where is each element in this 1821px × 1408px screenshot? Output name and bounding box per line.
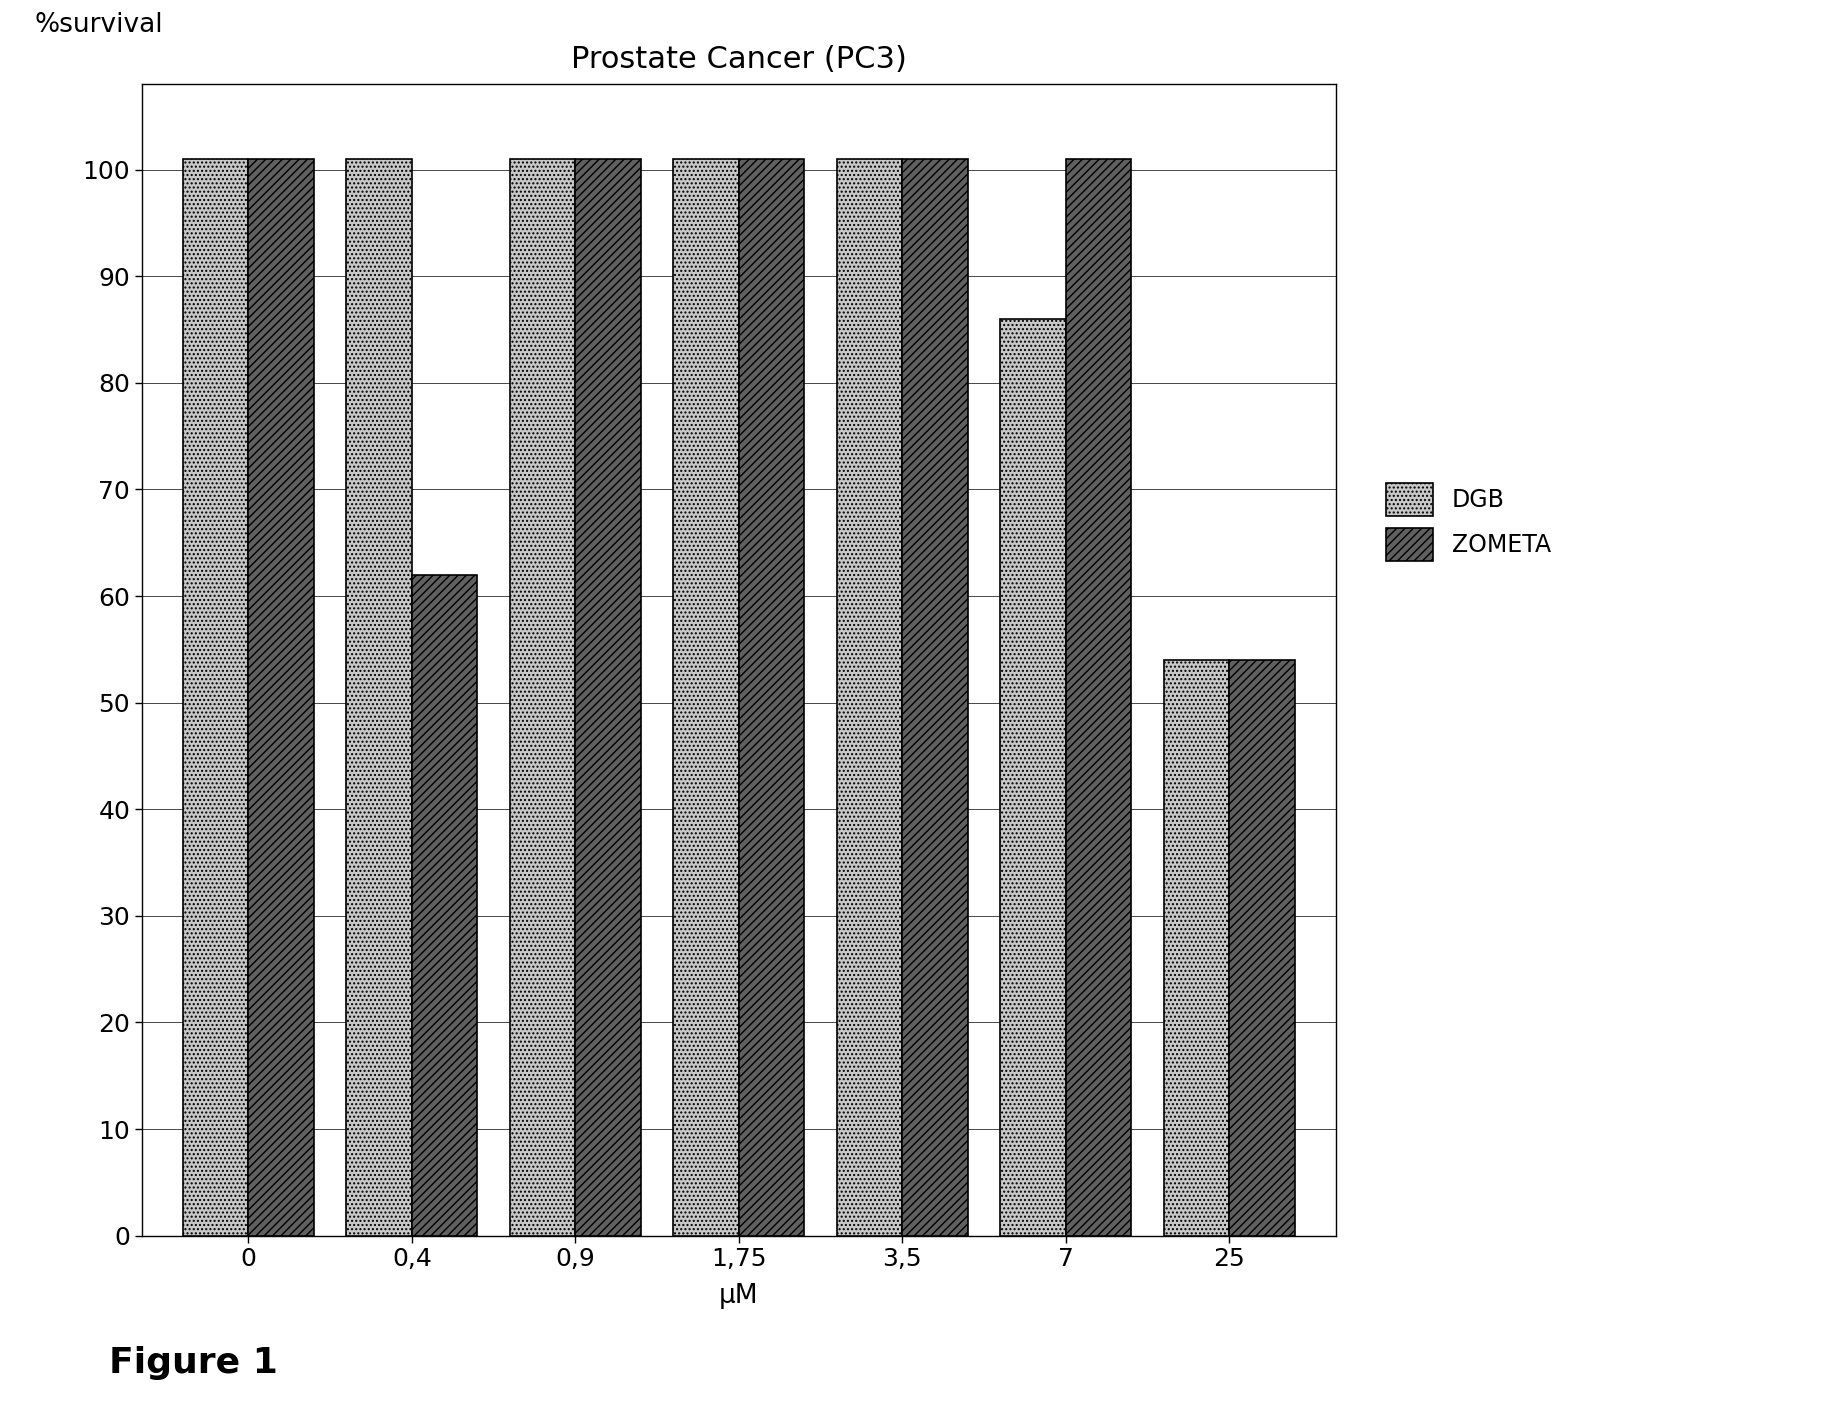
Legend: DGB, ZOMETA: DGB, ZOMETA	[1371, 469, 1564, 576]
Bar	[1229, 660, 1295, 1236]
Bar	[903, 159, 967, 1236]
Bar	[838, 159, 903, 1236]
Bar	[182, 159, 248, 1236]
Bar	[248, 159, 313, 1236]
Bar	[1000, 318, 1065, 1236]
Bar	[412, 574, 477, 1236]
Bar	[1164, 660, 1229, 1236]
X-axis label: μM: μM	[719, 1283, 759, 1308]
Bar	[510, 159, 575, 1236]
Text: %survival: %survival	[35, 13, 164, 38]
Text: Figure 1: Figure 1	[109, 1346, 279, 1380]
Bar	[674, 159, 739, 1236]
Bar	[346, 159, 412, 1236]
Title: Prostate Cancer (PC3): Prostate Cancer (PC3)	[572, 45, 907, 73]
Bar	[575, 159, 641, 1236]
Bar	[739, 159, 805, 1236]
Bar	[1065, 159, 1131, 1236]
